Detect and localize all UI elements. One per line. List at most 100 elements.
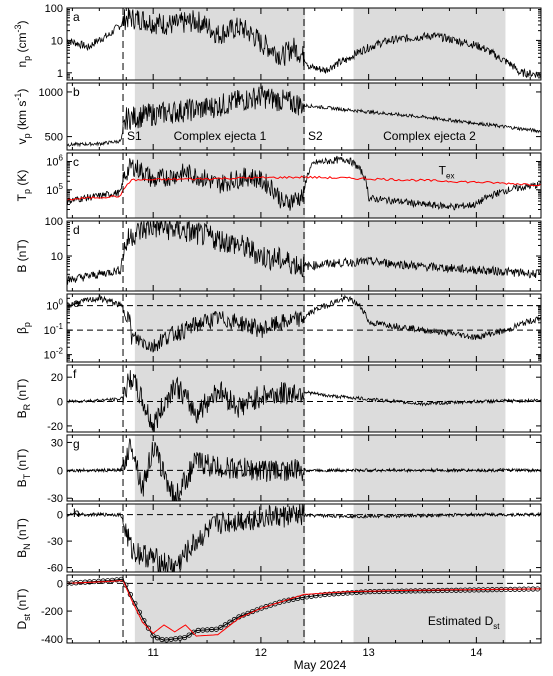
y-label-main: B: [15, 479, 29, 487]
y-label-close: ): [15, 89, 29, 93]
tick-label-exponent: -2: [56, 347, 64, 356]
y-label-subscript: p: [22, 56, 32, 61]
data-point: [277, 599, 283, 605]
y-label-subscript: p: [22, 133, 32, 138]
panel-letter: f: [73, 367, 77, 381]
ejecta-interval-label: Complex ejecta 2: [383, 129, 476, 143]
y-tick-label: 10-1: [44, 322, 64, 337]
y-tick-label: 30: [51, 437, 63, 449]
y-tick-label: 20: [51, 372, 63, 384]
y-label-main: D: [15, 621, 29, 630]
panel-frame: [66, 293, 542, 363]
shaded-interval: [134, 575, 306, 643]
data-point: [227, 619, 233, 625]
panel-h: -60 -30 0 h BN (nT): [15, 503, 542, 575]
tick-label-exponent: 0: [59, 298, 64, 307]
panel-frame: [66, 152, 542, 219]
shaded-interval: [134, 83, 306, 150]
shaded-interval: [353, 221, 506, 291]
shaded-interval: [353, 575, 506, 643]
y-tick-label: 100: [45, 3, 63, 15]
y-label-subscript: N: [22, 543, 32, 550]
y-axis-label: B (nT): [15, 239, 29, 272]
annotation-subscript: ex: [446, 171, 454, 180]
x-tick-label: 12: [255, 647, 267, 659]
data-point: [272, 601, 278, 607]
y-axis-label: vp (km s-1): [13, 89, 32, 145]
y-label-main: β: [15, 327, 29, 334]
y-label-unit: (km s: [15, 101, 29, 134]
y-tick-label: 0: [57, 578, 63, 590]
data-point: [145, 625, 152, 631]
y-label-unit: (nT): [15, 379, 29, 404]
annotation-subscript: st: [493, 622, 500, 631]
panel-letter: g: [73, 437, 80, 451]
data-point: [254, 607, 260, 613]
panel-letter: c: [73, 155, 79, 169]
data-point: [182, 634, 188, 641]
shaded-interval: [353, 435, 506, 501]
y-label-subscript: st: [22, 613, 32, 621]
y-tick-label: -400: [41, 634, 63, 646]
panel-f: -20 0 20 f BR (nT): [15, 364, 542, 433]
y-label-subscript: R: [22, 403, 32, 410]
shock-marker-label: S2: [308, 129, 323, 143]
y-tick-label: 10: [51, 35, 63, 47]
x-tick-label: 14: [470, 647, 482, 659]
y-label-unit: (cm: [15, 32, 29, 55]
panel-a: 1 10 100 a np (cm-3): [13, 3, 542, 81]
data-point: [268, 602, 274, 608]
data-point: [213, 626, 219, 632]
shaded-interval: [134, 294, 306, 362]
panel-letter: h: [73, 506, 80, 520]
x-axis-label: May 2024: [294, 658, 347, 672]
y-tick-label: 105: [46, 182, 63, 197]
shaded-interval: [353, 83, 506, 150]
tick-label-base: 10: [44, 325, 56, 337]
y-label-unit: (nT): [15, 449, 29, 474]
panel-frame: [66, 434, 542, 502]
y-tick-label: 1: [57, 68, 63, 80]
tick-label-base: 10: [44, 350, 56, 362]
data-point: [263, 604, 269, 610]
y-axis-label: Tp (K): [15, 170, 32, 202]
data-point: [258, 605, 265, 611]
data-point: [186, 632, 192, 638]
y-label-main: n: [15, 61, 29, 68]
y-axis-label: Dst (nT): [15, 588, 32, 629]
y-tick-label: 0: [57, 510, 63, 522]
series-line: [67, 8, 541, 79]
y-tick-label: -20: [47, 421, 63, 433]
y-tick-label: 0: [57, 397, 63, 409]
y-axis-label: BT (nT): [15, 449, 32, 488]
panel-letter: b: [73, 85, 80, 99]
panel-b: 500 1000 b vp (km s-1) S1 S2 Complex ejecta 1 C…: [13, 82, 542, 151]
y-axis-label: np (cm-3): [13, 20, 32, 67]
y-tick-label: 100: [45, 216, 63, 228]
y-tick-label: 1000: [39, 87, 63, 99]
tick-label-exponent: -1: [56, 322, 64, 331]
tick-label-base: 10: [46, 185, 58, 197]
y-tick-label: 10: [51, 251, 63, 263]
y-label-subscript: T: [22, 473, 32, 479]
shaded-interval: [353, 8, 506, 80]
y-axis-label: BR (nT): [15, 379, 32, 419]
y-tick-label: -30: [47, 536, 63, 548]
shaded-interval: [353, 365, 506, 432]
tick-label-base: 10: [46, 301, 58, 313]
series-line: [67, 370, 541, 432]
data-point: [191, 629, 197, 635]
y-label-unit: (nT): [15, 518, 29, 543]
ejecta-interval-label: Complex ejecta 1: [174, 129, 267, 143]
y-label-subscript: p: [22, 322, 32, 327]
shaded-interval: [353, 294, 506, 362]
shaded-interval: [353, 153, 506, 218]
y-tick-label: 100: [46, 298, 63, 313]
data-point: [222, 622, 228, 628]
y-label-main: B: [15, 410, 29, 418]
panel-frame: [66, 574, 542, 644]
x-tick-label: 11: [147, 647, 158, 659]
